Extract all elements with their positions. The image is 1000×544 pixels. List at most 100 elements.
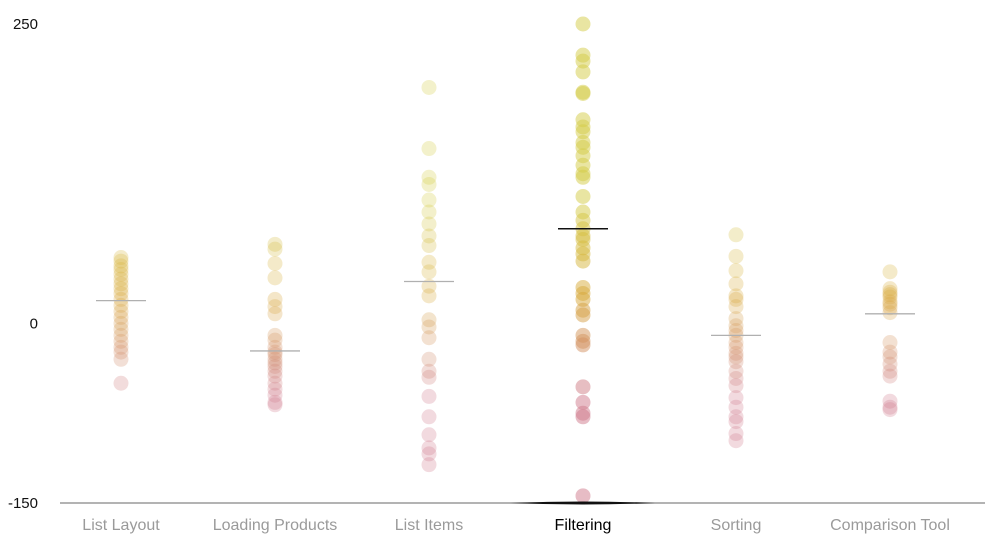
data-point (267, 299, 283, 315)
data-point (421, 192, 437, 208)
data-point (267, 368, 283, 384)
data-point (728, 345, 744, 361)
data-point (728, 354, 744, 370)
data-point (882, 344, 898, 360)
data-point (728, 311, 744, 327)
data-point (728, 378, 744, 394)
data-point (575, 16, 591, 32)
data-point (421, 176, 437, 192)
data-point (113, 271, 129, 287)
data-point (421, 388, 437, 404)
data-point (421, 278, 437, 294)
data-point (882, 402, 898, 418)
data-point (575, 307, 591, 323)
data-point (113, 281, 129, 297)
data-point (421, 141, 437, 157)
data-point (575, 124, 591, 140)
data-point (728, 318, 744, 334)
data-point (575, 85, 591, 101)
data-point (882, 393, 898, 409)
data-point (882, 264, 898, 280)
data-point (728, 399, 744, 415)
data-point (421, 319, 437, 335)
x-tick-label[interactable]: Sorting (711, 517, 762, 534)
data-point (267, 327, 283, 343)
data-point (421, 457, 437, 473)
x-axis-tick-labels: List Layout Loading Products List Items Fil… (82, 517, 950, 534)
data-point (113, 339, 129, 355)
x-tick-label[interactable]: Loading Products (213, 517, 338, 534)
data-point (728, 248, 744, 264)
data-points (113, 16, 898, 504)
data-point (421, 216, 437, 232)
data-point (267, 381, 283, 397)
data-point (882, 289, 898, 305)
data-point (728, 263, 744, 279)
data-point (113, 321, 129, 337)
x-tick-label[interactable]: List Layout (82, 517, 160, 534)
data-point (421, 446, 437, 462)
data-point (728, 409, 744, 425)
x-tick-label[interactable]: Filtering (555, 517, 612, 534)
data-point (421, 427, 437, 443)
data-point (728, 323, 744, 339)
data-point (575, 169, 591, 185)
data-point (267, 344, 283, 360)
data-point (113, 344, 129, 360)
data-point (728, 339, 744, 355)
data-point (113, 261, 129, 277)
y-axis: 250 0 -150 (8, 16, 38, 512)
data-point (421, 351, 437, 367)
data-point (421, 330, 437, 346)
data-point (113, 285, 129, 301)
data-point (113, 297, 129, 313)
data-point (728, 288, 744, 304)
data-point (728, 349, 744, 365)
data-point (267, 375, 283, 391)
data-point (421, 254, 437, 270)
data-point (882, 335, 898, 351)
data-point (728, 370, 744, 386)
data-point (575, 188, 591, 204)
data-point (267, 241, 283, 257)
data-point (113, 375, 129, 391)
data-point (421, 288, 437, 304)
data-point (267, 256, 283, 271)
data-point (575, 337, 591, 353)
data-point (267, 332, 283, 348)
data-point (421, 369, 437, 385)
y-tick-label: 250 (13, 16, 38, 33)
data-point (728, 363, 744, 379)
data-point (113, 303, 129, 319)
x-tick-label[interactable]: List Items (395, 517, 463, 534)
x-tick-label[interactable]: Comparison Tool (830, 517, 950, 534)
data-point (267, 306, 283, 322)
data-point (421, 79, 437, 95)
data-point (113, 351, 129, 367)
data-point (882, 300, 898, 316)
mean-markers (96, 228, 915, 505)
data-point (882, 284, 898, 300)
y-tick-label: 0 (30, 315, 38, 332)
data-point (267, 358, 283, 374)
y-tick-label: -150 (8, 495, 38, 512)
data-point (267, 394, 283, 410)
data-point (113, 333, 129, 349)
data-point (575, 253, 591, 269)
data-point (113, 315, 129, 331)
data-point (728, 414, 744, 430)
data-point (421, 440, 437, 456)
data-point (421, 264, 437, 280)
data-point (728, 433, 744, 449)
data-point (575, 394, 591, 410)
data-point (267, 236, 283, 252)
data-point (882, 305, 898, 321)
data-point (421, 238, 437, 254)
data-point (882, 349, 898, 365)
data-point (882, 296, 898, 312)
data-point (575, 488, 591, 504)
data-point (421, 228, 437, 244)
data-point (882, 281, 898, 297)
data-point (575, 291, 591, 307)
